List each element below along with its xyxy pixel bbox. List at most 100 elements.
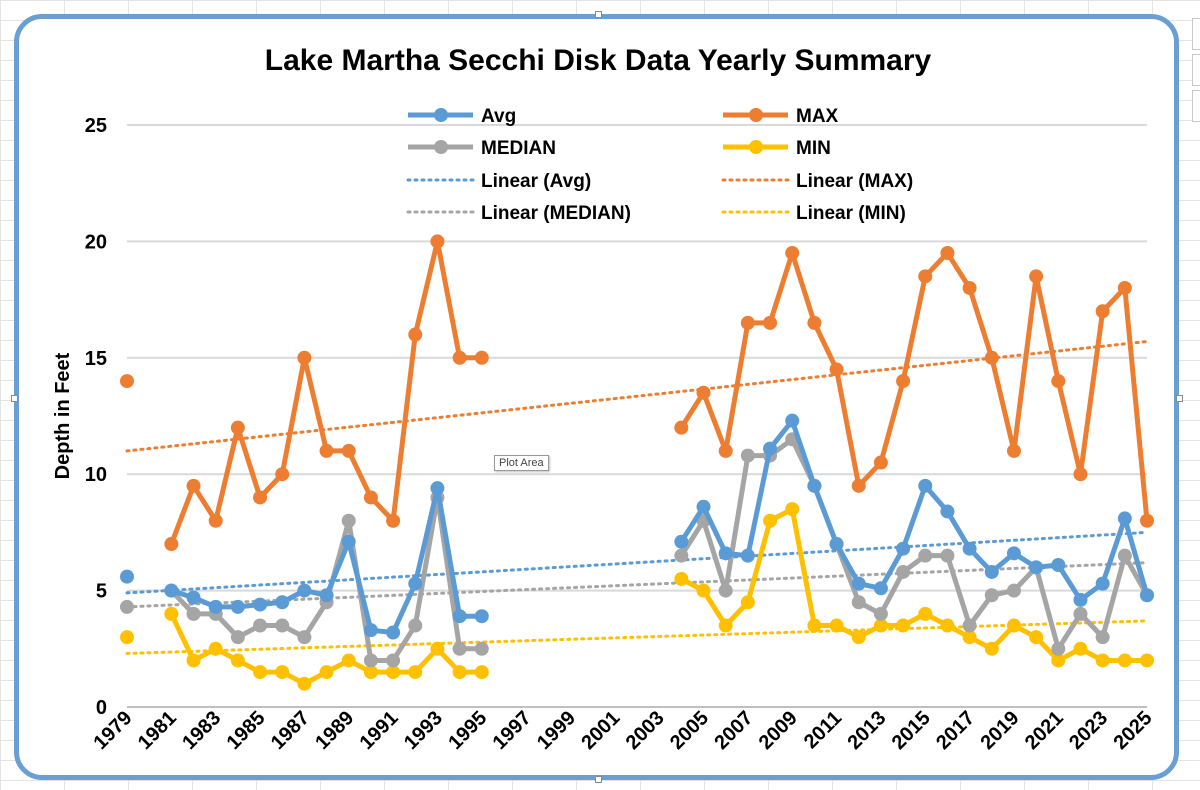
data-point[interactable]: [319, 588, 334, 603]
data-point[interactable]: [253, 490, 268, 505]
data-point[interactable]: [984, 564, 999, 579]
legend-entry[interactable]: Linear (Avg): [406, 171, 591, 192]
data-point[interactable]: [1006, 618, 1021, 633]
data-point[interactable]: [1029, 630, 1044, 645]
data-point[interactable]: [363, 490, 378, 505]
data-point[interactable]: [164, 606, 179, 621]
data-point[interactable]: [164, 537, 179, 552]
data-point[interactable]: [785, 246, 800, 261]
data-point[interactable]: [186, 478, 201, 493]
data-point[interactable]: [962, 630, 977, 645]
data-point[interactable]: [452, 609, 467, 624]
data-point[interactable]: [408, 618, 423, 633]
data-point[interactable]: [1117, 548, 1132, 563]
data-point[interactable]: [785, 413, 800, 428]
data-point[interactable]: [319, 665, 334, 680]
data-point[interactable]: [1073, 641, 1088, 656]
data-point[interactable]: [873, 606, 888, 621]
data-point[interactable]: [386, 513, 401, 528]
data-point[interactable]: [186, 590, 201, 605]
data-point[interactable]: [275, 595, 290, 610]
data-point[interactable]: [918, 606, 933, 621]
data-point[interactable]: [386, 665, 401, 680]
data-point[interactable]: [1006, 583, 1021, 598]
data-point[interactable]: [696, 385, 711, 400]
data-point[interactable]: [297, 676, 312, 691]
data-point[interactable]: [740, 595, 755, 610]
data-point[interactable]: [674, 534, 689, 549]
data-point[interactable]: [1051, 641, 1066, 656]
data-point[interactable]: [984, 641, 999, 656]
data-point[interactable]: [452, 350, 467, 365]
data-point[interactable]: [474, 609, 489, 624]
data-point[interactable]: [740, 448, 755, 463]
data-point[interactable]: [1051, 557, 1066, 572]
data-point[interactable]: [940, 246, 955, 261]
data-point[interactable]: [452, 641, 467, 656]
data-point[interactable]: [740, 315, 755, 330]
data-point[interactable]: [718, 583, 733, 598]
data-point[interactable]: [363, 623, 378, 638]
data-point[interactable]: [851, 630, 866, 645]
data-point[interactable]: [918, 548, 933, 563]
data-point[interactable]: [962, 618, 977, 633]
data-point[interactable]: [718, 618, 733, 633]
data-point[interactable]: [896, 564, 911, 579]
data-point[interactable]: [763, 441, 778, 456]
data-point[interactable]: [1073, 592, 1088, 607]
data-point[interactable]: [1029, 269, 1044, 284]
data-point[interactable]: [851, 478, 866, 493]
data-point[interactable]: [1095, 630, 1110, 645]
data-point[interactable]: [186, 606, 201, 621]
data-point[interactable]: [829, 362, 844, 377]
data-point[interactable]: [873, 581, 888, 596]
data-point[interactable]: [918, 269, 933, 284]
data-point[interactable]: [341, 513, 356, 528]
legend-entry[interactable]: MIN: [723, 138, 831, 159]
legend-entry[interactable]: Linear (MAX): [721, 171, 913, 192]
data-point[interactable]: [740, 548, 755, 563]
data-point[interactable]: [962, 280, 977, 295]
legend-entry[interactable]: MEDIAN: [408, 138, 556, 159]
data-point[interactable]: [297, 350, 312, 365]
data-point[interactable]: [984, 350, 999, 365]
data-point[interactable]: [984, 588, 999, 603]
data-point[interactable]: [230, 420, 245, 435]
legend-entry[interactable]: Linear (MEDIAN): [406, 203, 631, 224]
data-point[interactable]: [363, 665, 378, 680]
data-point[interactable]: [275, 665, 290, 680]
data-point[interactable]: [1117, 280, 1132, 295]
data-point[interactable]: [1006, 546, 1021, 561]
legend-entry[interactable]: Linear (MIN): [721, 203, 906, 224]
data-point[interactable]: [120, 599, 134, 614]
data-point[interactable]: [341, 653, 356, 668]
data-point[interactable]: [275, 618, 290, 633]
data-point[interactable]: [674, 420, 689, 435]
series-min[interactable]: [120, 502, 1154, 691]
data-point[interactable]: [120, 569, 134, 584]
data-point[interactable]: [1140, 513, 1154, 528]
data-point[interactable]: [474, 641, 489, 656]
data-point[interactable]: [452, 665, 467, 680]
data-point[interactable]: [696, 583, 711, 598]
data-point[interactable]: [319, 443, 334, 458]
data-point[interactable]: [408, 327, 423, 342]
data-point[interactable]: [1051, 653, 1066, 668]
data-point[interactable]: [297, 630, 312, 645]
data-point[interactable]: [873, 455, 888, 470]
data-point[interactable]: [430, 481, 445, 496]
data-point[interactable]: [474, 350, 489, 365]
data-point[interactable]: [230, 630, 245, 645]
data-point[interactable]: [120, 630, 134, 645]
data-point[interactable]: [208, 641, 223, 656]
data-point[interactable]: [341, 534, 356, 549]
data-point[interactable]: [896, 618, 911, 633]
data-point[interactable]: [430, 234, 445, 249]
data-point[interactable]: [408, 576, 423, 591]
data-point[interactable]: [873, 618, 888, 633]
data-point[interactable]: [1095, 653, 1110, 668]
data-point[interactable]: [386, 625, 401, 640]
data-point[interactable]: [674, 548, 689, 563]
data-point[interactable]: [474, 665, 489, 680]
data-point[interactable]: [851, 595, 866, 610]
